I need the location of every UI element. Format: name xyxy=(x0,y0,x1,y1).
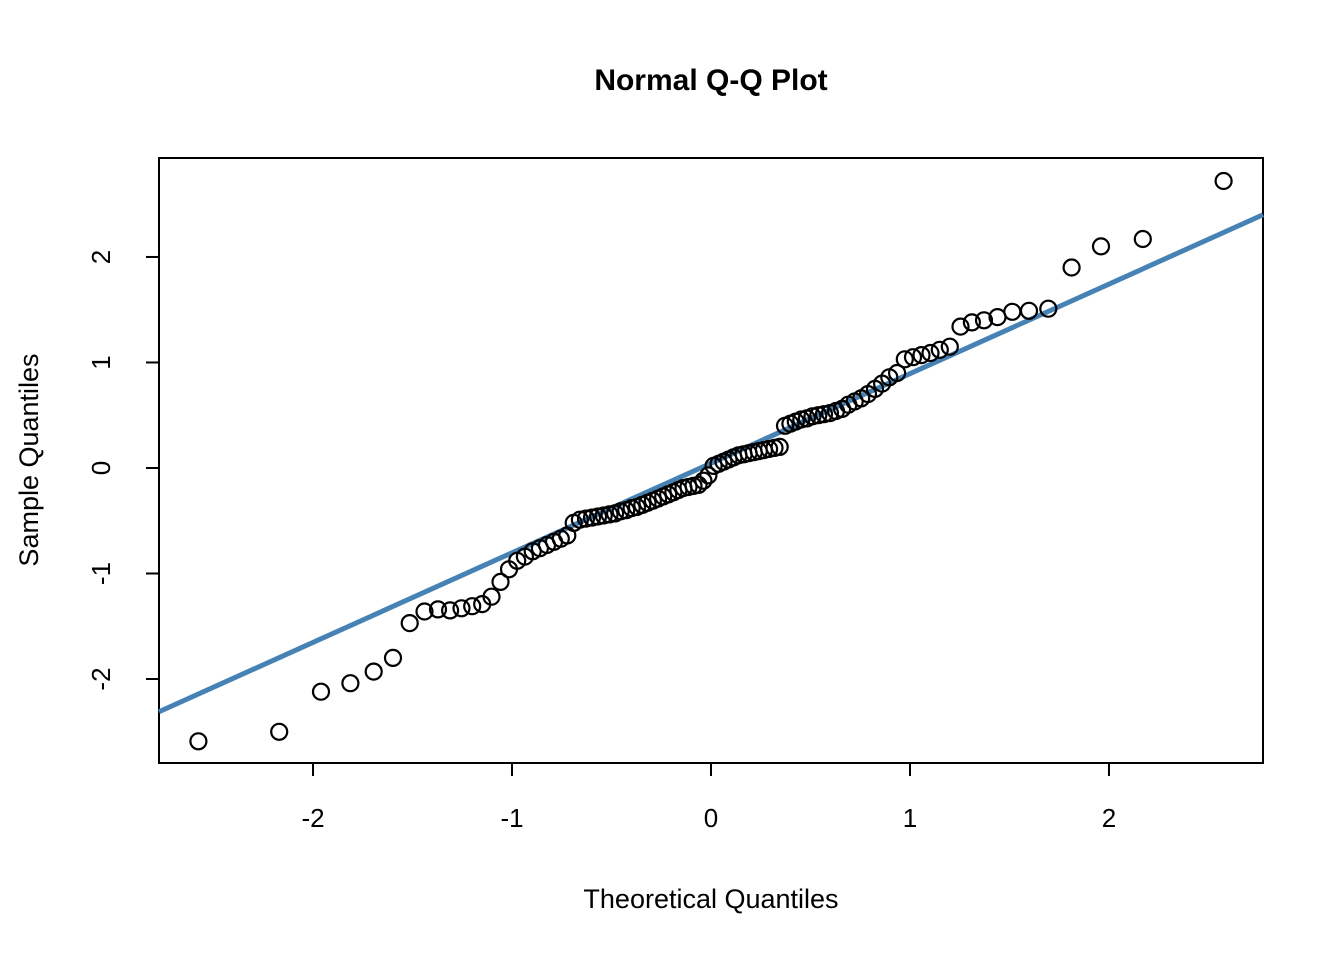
data-point xyxy=(930,340,949,359)
data-point xyxy=(270,722,289,741)
data-point xyxy=(1133,229,1152,249)
data-point xyxy=(887,363,907,383)
data-point xyxy=(903,348,923,367)
data-point xyxy=(1091,237,1111,256)
data-point xyxy=(951,317,970,336)
x-tick-label: 2 xyxy=(1102,803,1116,833)
data-point xyxy=(699,466,718,485)
data-point xyxy=(482,587,501,606)
data-point xyxy=(415,602,434,621)
y-tick-label: 2 xyxy=(86,250,116,264)
data-point xyxy=(582,508,602,527)
data-point xyxy=(1003,302,1022,321)
chart-title: Normal Q-Q Plot xyxy=(594,64,827,97)
data-point xyxy=(491,572,510,592)
y-axis-label: Sample Quantiles xyxy=(14,353,44,566)
data-point xyxy=(1214,171,1233,191)
data-point xyxy=(974,311,994,330)
data-point xyxy=(189,732,208,751)
x-tick-label: -2 xyxy=(301,803,324,833)
y-tick-label: 0 xyxy=(86,461,116,475)
data-point xyxy=(452,599,471,618)
x-tick-label: 1 xyxy=(903,803,917,833)
data-point xyxy=(940,337,959,356)
data-point xyxy=(311,682,331,701)
data-point xyxy=(921,343,940,363)
data-point xyxy=(1019,301,1039,320)
data-point xyxy=(441,601,460,620)
data-point xyxy=(570,510,590,529)
data-point xyxy=(1039,299,1058,318)
data-points xyxy=(189,171,1233,751)
x-tick-label: -1 xyxy=(500,803,523,833)
x-axis-label: Theoretical Quantiles xyxy=(583,884,838,914)
y-tick-label: -2 xyxy=(86,667,116,690)
y-tick-label: 1 xyxy=(86,355,116,369)
x-tick-label: 0 xyxy=(704,803,718,833)
data-point xyxy=(463,597,482,616)
data-point xyxy=(383,648,403,668)
data-point xyxy=(770,437,789,456)
data-point xyxy=(694,471,713,490)
data-point xyxy=(895,350,914,369)
data-point xyxy=(814,405,834,424)
data-point xyxy=(576,509,596,528)
x-axis-ticks: -2 -1 0 1 2 xyxy=(301,763,1116,833)
data-point xyxy=(364,662,383,681)
data-point xyxy=(400,613,419,633)
data-point xyxy=(428,600,448,619)
data-point xyxy=(341,674,360,693)
data-point xyxy=(1062,258,1081,277)
data-point xyxy=(689,475,708,494)
y-axis-ticks: -2 -1 0 1 2 xyxy=(86,250,159,691)
y-tick-label: -1 xyxy=(86,562,116,585)
data-point xyxy=(962,313,982,332)
data-point xyxy=(912,346,931,365)
